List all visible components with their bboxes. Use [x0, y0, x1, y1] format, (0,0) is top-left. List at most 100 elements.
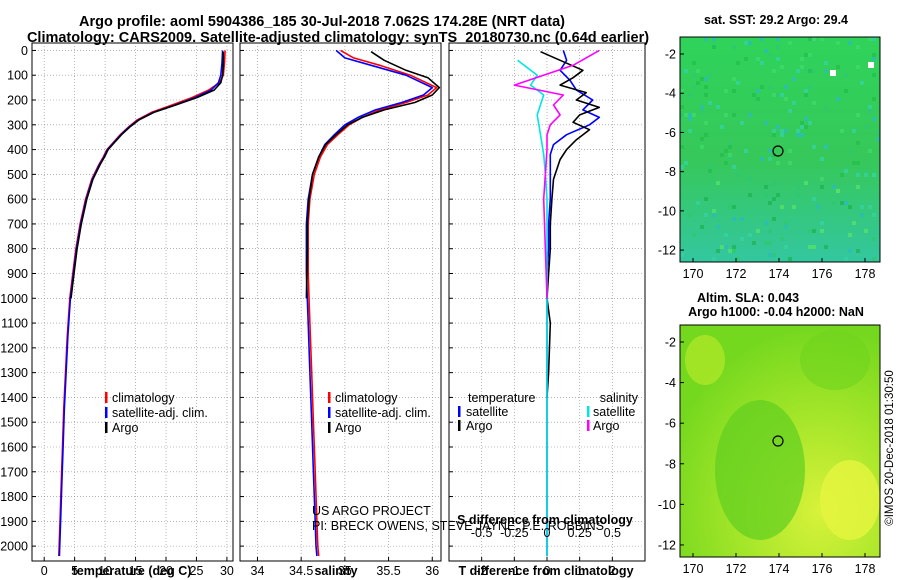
sst-pixel [820, 185, 824, 189]
sst-pixel [780, 133, 784, 137]
sla-argo-marker [772, 435, 784, 447]
sst-pixel [804, 117, 808, 121]
sst-pixel [700, 225, 704, 229]
depth-axis: 0 100 200 300 400 500 600 700 800 900 1000 1100 1200… [0, 44, 28, 554]
sst-pixel [768, 53, 772, 57]
sst-pixel [784, 85, 788, 89]
sst-pixel [800, 65, 804, 69]
sst-pixel [720, 245, 724, 249]
sst-pixel [812, 145, 816, 149]
sst-pixel [704, 37, 708, 41]
title-line-2: Climatology: CARS2009. Satellite-adjuste… [27, 30, 649, 46]
sst-pixel [800, 121, 804, 125]
sst-pixel [772, 253, 776, 257]
sst-pixel [852, 161, 856, 165]
top-x-tick-label: -0.25 [500, 526, 529, 540]
sst-pixel [712, 45, 716, 49]
sst-pixel [776, 161, 780, 165]
salinity-plot-frame [239, 42, 442, 562]
sst-pixel [824, 69, 828, 73]
sst-pixel [776, 37, 780, 41]
sst-pixel [744, 57, 748, 61]
sst-pixel [776, 193, 780, 197]
sst-pixel [752, 241, 756, 245]
sst-pixel [876, 129, 880, 133]
x-tick-label: 36 [425, 564, 439, 578]
sst-pixel [748, 193, 752, 197]
series-line [58, 50, 226, 557]
sst-pixel [732, 113, 736, 117]
sst-pixel [784, 245, 788, 249]
sst-pixel [704, 213, 708, 217]
legend-swatch [105, 392, 108, 403]
temperature-axis-label: temperature (deg C) [73, 564, 192, 578]
legend-label: Argo [466, 419, 492, 433]
legend-swatch [587, 420, 590, 431]
sst-pixel [764, 121, 768, 125]
sst-pixel [768, 201, 772, 205]
sst-pixel [704, 121, 708, 125]
sst-pixel [808, 245, 812, 249]
legend-label: satellite [593, 405, 635, 419]
sst-pixel [680, 253, 684, 257]
map-y-tick-label: -12 [658, 244, 676, 258]
sst-pixel [856, 173, 860, 177]
sst-pixel [700, 145, 704, 149]
map-x-tick-label: 174 [769, 562, 790, 576]
sst-pixel [772, 133, 776, 137]
sst-pixel [756, 229, 760, 233]
sst-pixel [784, 97, 788, 101]
sst-pixel [772, 129, 776, 133]
sst-pixel [708, 169, 712, 173]
sst-pixel [872, 37, 876, 41]
x-tick-label: 25 [190, 564, 204, 578]
sst-pixel [824, 145, 828, 149]
sst-pixel [776, 57, 780, 61]
sst-pixel [872, 237, 876, 241]
sst-pixel [796, 69, 800, 73]
map-y-tick-label: -6 [665, 417, 676, 431]
sst-pixel [792, 101, 796, 105]
depth-tick-label: 0 [21, 44, 28, 58]
sst-pixel [852, 129, 856, 133]
credit-line-2: PI: BRECK OWENS, STEVE JAYNE, P.E. ROBBI… [312, 519, 604, 533]
map-x-tick-label: 178 [855, 267, 876, 281]
legend-swatch [458, 420, 461, 431]
depth-tick-label: 1500 [0, 416, 28, 430]
sst-pixel [760, 37, 764, 41]
sla-low-region [715, 400, 805, 540]
map-x-tick-label: 170 [683, 562, 704, 576]
sst-pixel [852, 221, 856, 225]
sla-map-title-1: Altim. SLA: 0.043 [697, 291, 799, 305]
sst-pixel [680, 105, 684, 109]
legend-title-temperature: temperature [468, 391, 535, 405]
sst-pixel [736, 81, 740, 85]
sst-pixel [716, 105, 720, 109]
sst-pixel [872, 57, 876, 61]
sst-pixel [728, 141, 732, 145]
sst-pixel [708, 101, 712, 105]
sst-pixel [692, 233, 696, 237]
sst-pixel [824, 61, 828, 65]
legend-swatch [328, 392, 331, 403]
sst-pixel [776, 93, 780, 97]
legend-label: satellite [466, 405, 508, 419]
series-line [540, 50, 601, 398]
depth-tick-label: 500 [7, 168, 28, 182]
sst-pixel [864, 173, 868, 177]
legend-swatch [458, 406, 461, 417]
sst-pixel [856, 141, 860, 145]
sst-pixel [688, 113, 692, 117]
sst-pixel [840, 129, 844, 133]
sst-pixel [804, 69, 808, 73]
sst-pixel [812, 245, 816, 249]
sst-pixel [808, 69, 812, 73]
sst-pixel [780, 129, 784, 133]
sst-pixel [732, 217, 736, 221]
x-tick-label: -1 [509, 564, 520, 578]
sst-pixel [848, 249, 852, 253]
sst-pixel [684, 113, 688, 117]
sst-pixel [764, 49, 768, 53]
depth-tick-label: 1400 [0, 391, 28, 405]
sst-pixel [728, 249, 732, 253]
